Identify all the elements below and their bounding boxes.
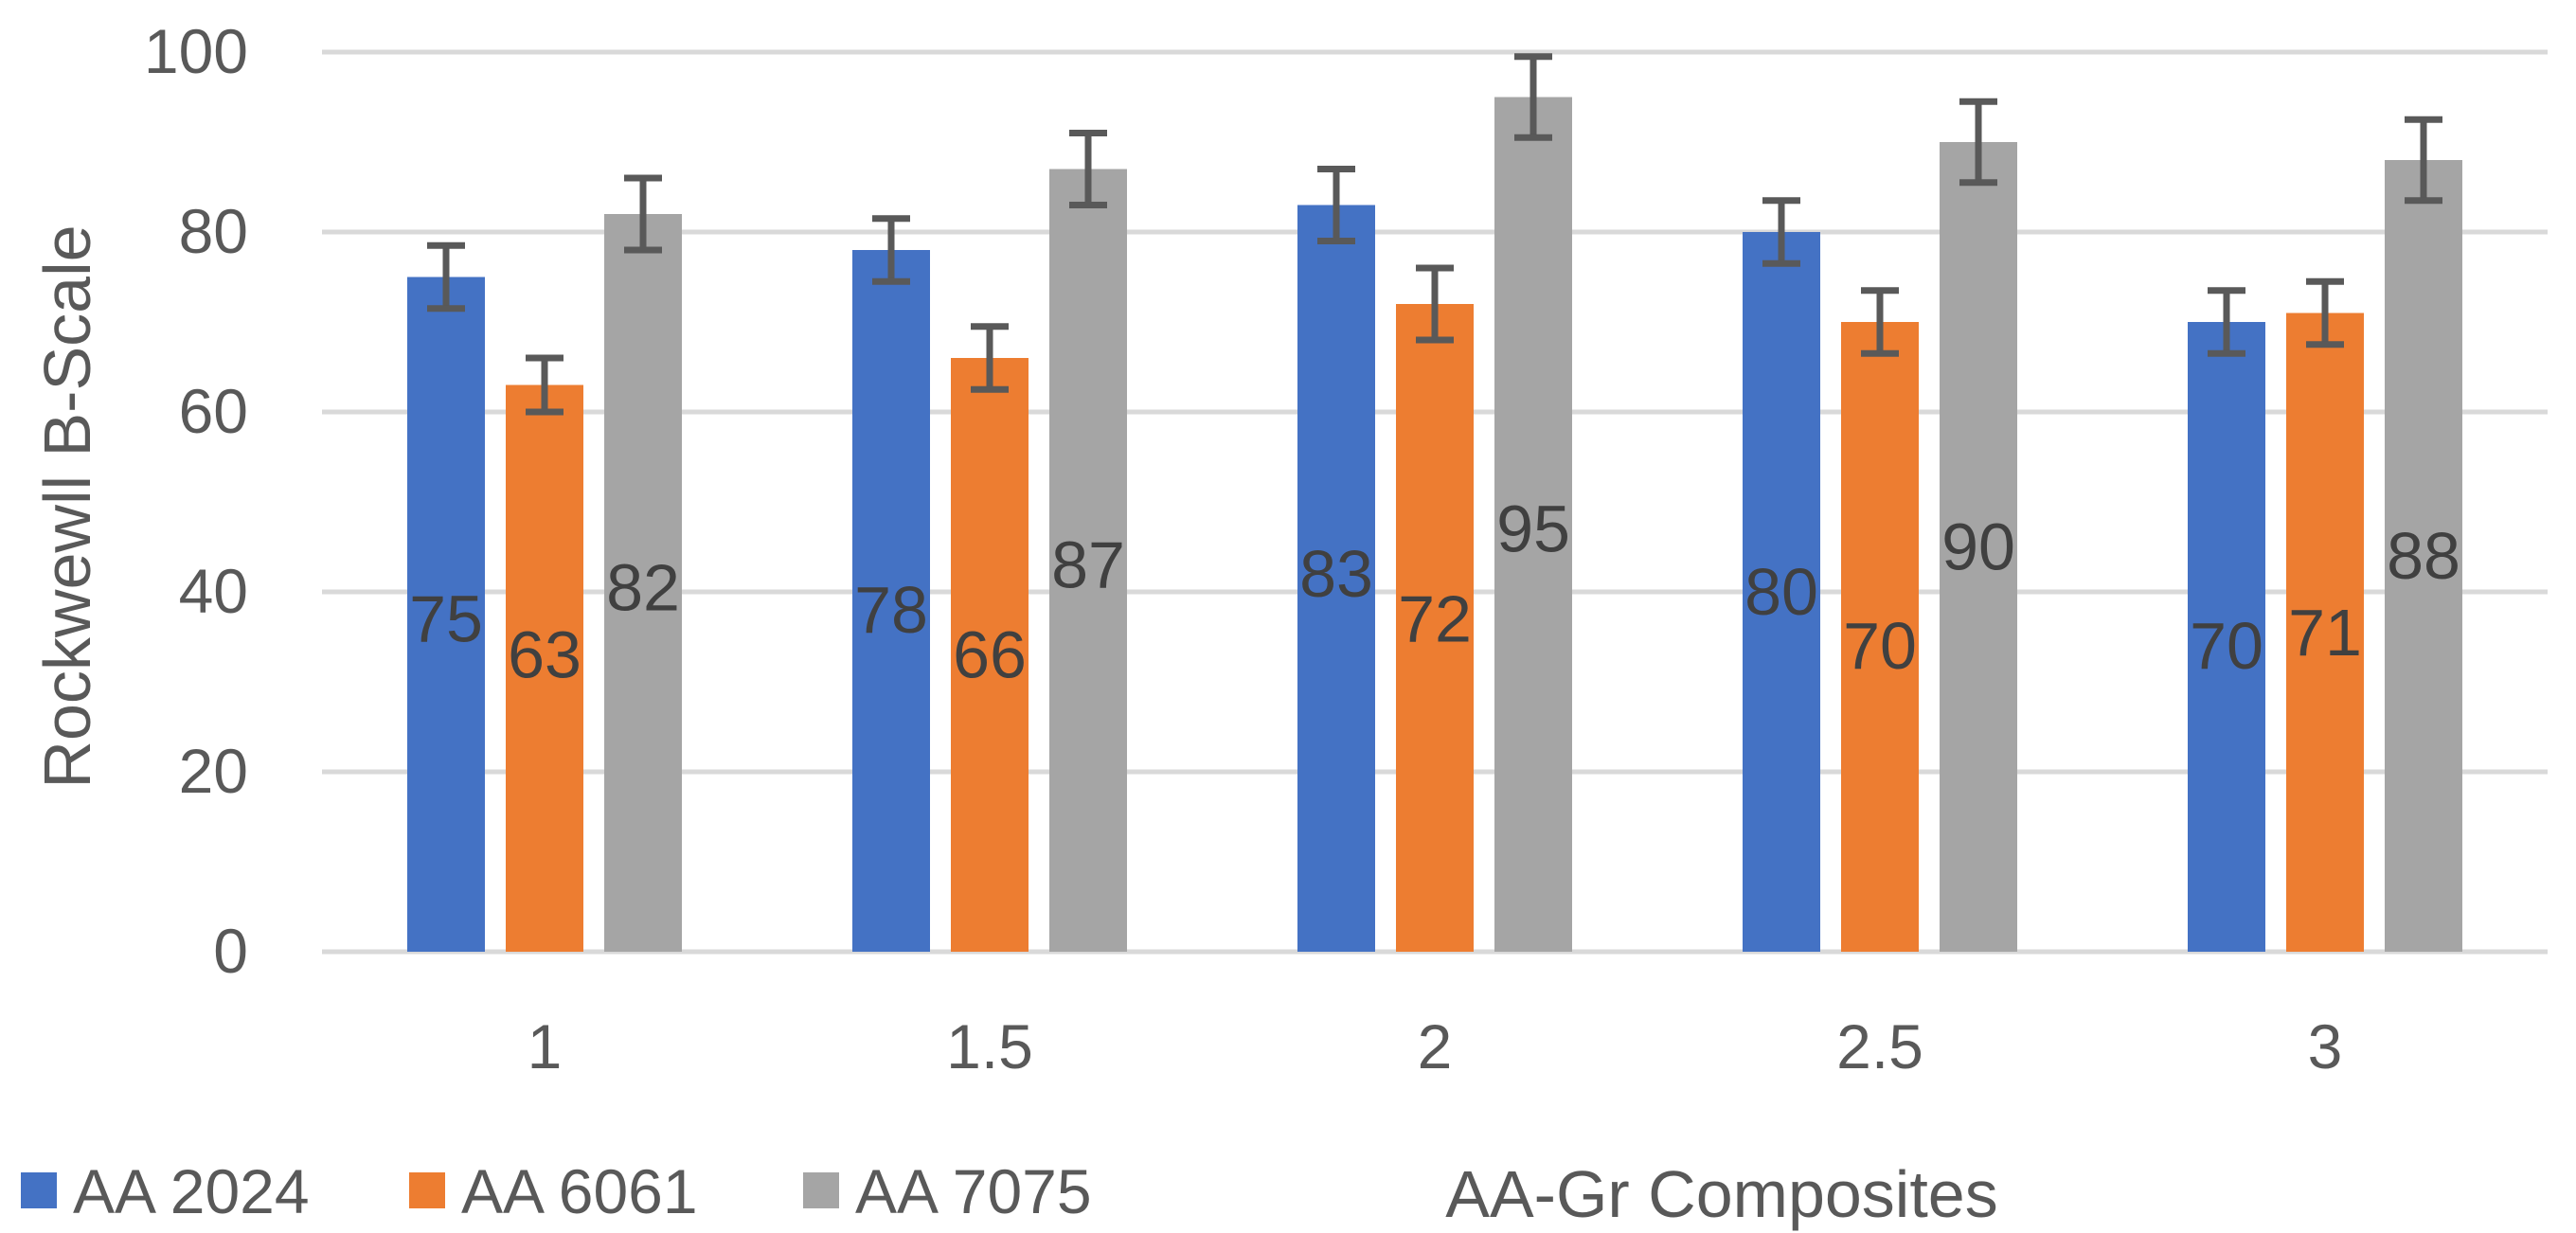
error-bar: [1514, 53, 1552, 141]
bars: [407, 97, 2462, 952]
error-bar: [526, 354, 564, 416]
data-label: 80: [1744, 555, 1818, 629]
legend-item-aa-6061: AA 6061: [409, 1156, 698, 1226]
legend-swatch: [409, 1172, 445, 1208]
bar-aa-7075-1.5: [1049, 169, 1127, 952]
error-bar: [427, 241, 465, 313]
bar-aa-7075-1: [604, 214, 682, 952]
legend: AA 2024 AA 6061 AA 7075: [21, 1156, 1092, 1226]
legend-item-aa-7075: AA 7075: [803, 1156, 1092, 1226]
bar-aa-7075-2.5: [1940, 142, 2017, 952]
data-label: 72: [1398, 582, 1472, 656]
y-tick-label: 40: [179, 556, 248, 626]
y-tick-label: 100: [144, 16, 248, 86]
bar-aa-2024-3: [2188, 322, 2265, 952]
error-bar: [971, 323, 1009, 393]
legend-item-aa-2024: AA 2024: [21, 1156, 310, 1226]
bar-aa-7075-3: [2385, 160, 2462, 952]
data-label: 90: [1941, 510, 2015, 584]
data-label: 78: [854, 573, 928, 647]
error-bar: [1861, 287, 1899, 357]
data-label: 83: [1299, 537, 1373, 611]
data-label: 75: [409, 582, 483, 656]
data-label: 82: [606, 550, 680, 624]
y-tick-label: 0: [213, 916, 248, 986]
bar-aa-2024-2.5: [1743, 232, 1820, 952]
legend-swatch: [21, 1172, 57, 1208]
error-bar: [2405, 116, 2442, 205]
error-bar: [1762, 197, 1800, 267]
y-axis-tick-labels: 0 20 40 60 80 100: [144, 16, 248, 986]
error-bar: [1416, 264, 1454, 344]
data-label: 66: [953, 618, 1027, 692]
bar-aa-6061-3: [2286, 313, 2364, 952]
error-bar: [1959, 98, 1997, 187]
legend-label: AA 7075: [855, 1156, 1092, 1226]
bar-aa-7075-2: [1494, 97, 1572, 952]
x-axis-tick-labels: 1 1.5 2 2.5 3: [528, 1011, 2343, 1081]
error-bar: [2306, 277, 2344, 348]
legend-label: AA 2024: [73, 1156, 310, 1226]
legend-swatch: [803, 1172, 839, 1208]
error-bar: [624, 174, 662, 254]
bar-aa-6061-1.5: [951, 358, 1029, 952]
x-tick-label: 1: [528, 1011, 563, 1081]
bar-aa-6061-1: [506, 384, 583, 952]
error-bars: [427, 53, 2442, 416]
error-bar: [1069, 130, 1107, 208]
legend-label: AA 6061: [461, 1156, 698, 1226]
data-label: 71: [2288, 596, 2362, 670]
x-tick-label: 3: [2308, 1011, 2343, 1081]
data-label: 87: [1051, 528, 1125, 602]
bar-aa-2024-1: [407, 277, 485, 952]
data-label: 88: [2387, 519, 2460, 593]
y-tick-label: 80: [179, 196, 248, 266]
y-axis-title: Rockwewll B-Scale: [30, 224, 104, 788]
bar-aa-6061-2: [1396, 304, 1474, 952]
error-bar: [1317, 166, 1355, 244]
error-bar: [872, 215, 910, 285]
bar-aa-2024-2: [1297, 205, 1375, 952]
bar-aa-2024-1.5: [852, 250, 930, 952]
data-label: 70: [2190, 609, 2263, 683]
y-tick-label: 60: [179, 376, 248, 446]
x-axis-title: AA-Gr Composites: [1445, 1157, 1997, 1231]
x-tick-label: 2.5: [1836, 1011, 1923, 1081]
data-label: 63: [508, 618, 581, 692]
x-tick-label: 1.5: [946, 1011, 1033, 1081]
y-tick-label: 20: [179, 736, 248, 806]
bar-aa-6061-2.5: [1841, 322, 1919, 952]
x-tick-label: 2: [1418, 1011, 1453, 1081]
data-label: 70: [1843, 609, 1917, 683]
data-label: 95: [1496, 492, 1570, 566]
error-bar: [2208, 287, 2245, 357]
data-labels: 75 63 82 78 66 87 83 72 95 80 70 90 70 71 88: [409, 492, 2460, 692]
